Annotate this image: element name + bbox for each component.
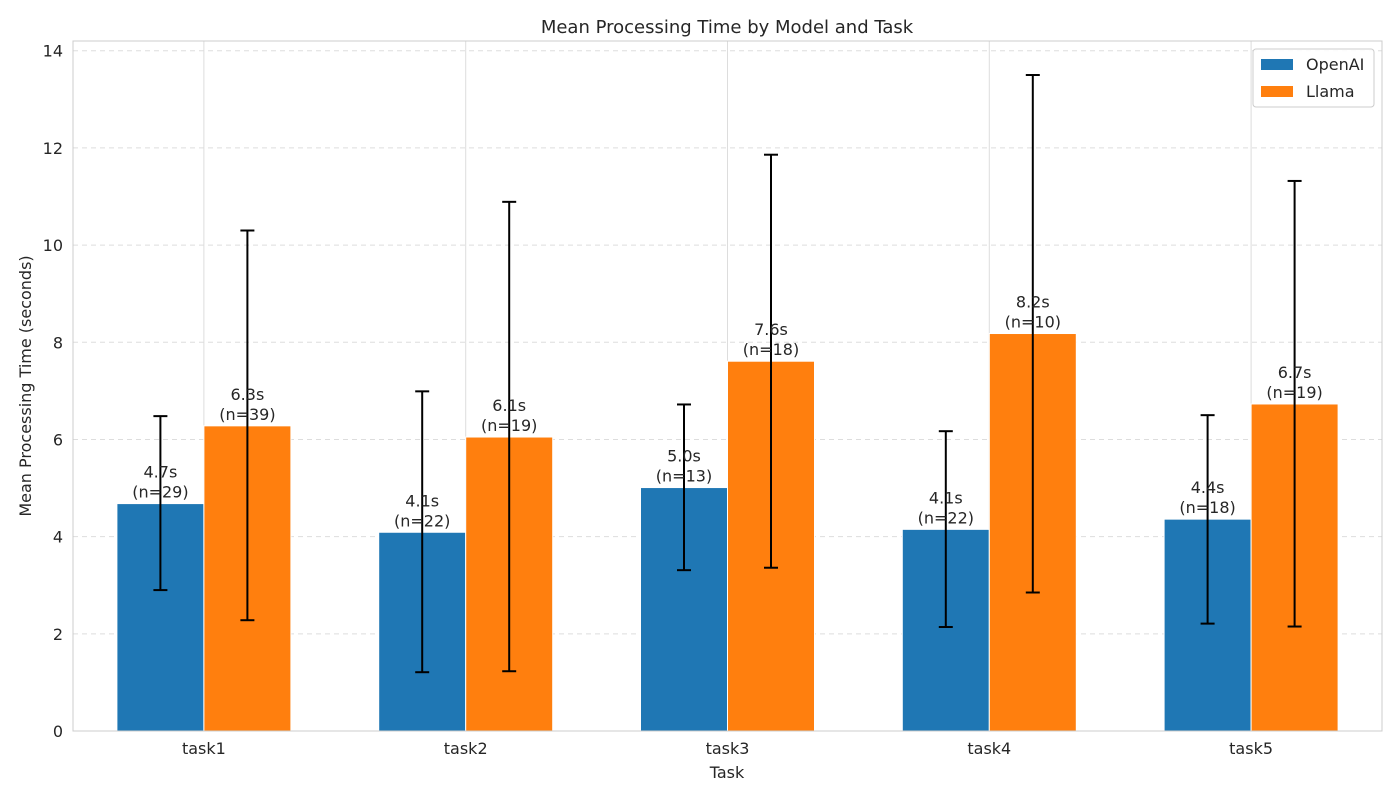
error-bar-openai-task4 bbox=[938, 430, 953, 629]
bar-label-openai-task2: 4.1s (n=22) bbox=[394, 491, 450, 530]
bar-labels: 4.7s (n=29) 4.1s (n=22) 5.0s (n=13) 4.1s (n=22)… bbox=[132, 293, 1323, 531]
error-bar-openai-task5 bbox=[1200, 414, 1215, 625]
y-tick-label: 14 bbox=[43, 42, 63, 61]
bar-label-llama-task1: 6.3s (n=39) bbox=[219, 385, 275, 424]
y-tick-label: 4 bbox=[53, 528, 63, 547]
y-tick-label: 2 bbox=[53, 625, 63, 644]
x-tick-label: task4 bbox=[967, 739, 1011, 758]
x-tick-label: task5 bbox=[1229, 739, 1273, 758]
plot-frame bbox=[72, 40, 1383, 732]
error-bar-openai-task3 bbox=[677, 403, 691, 572]
y-tick-labels: 0 2 4 6 8 10 12 14 bbox=[43, 42, 63, 741]
legend-swatch-llama bbox=[1261, 86, 1293, 97]
bar-label-openai-task1: 4.7s (n=29) bbox=[132, 463, 188, 502]
legend-swatch-openai bbox=[1261, 59, 1293, 70]
bar-label-llama-task2: 6.1s (n=19) bbox=[481, 396, 537, 435]
legend-label-llama: Llama bbox=[1306, 82, 1355, 101]
y-tick-label: 6 bbox=[53, 430, 63, 449]
error-bar-openai-task2 bbox=[415, 390, 430, 674]
error-bar-llama-task3 bbox=[764, 153, 778, 569]
bar-label-llama-task4: 8.2s (n=10) bbox=[1005, 293, 1061, 332]
x-axis-label: Task bbox=[709, 763, 745, 782]
bar-label-openai-task3: 5.0s (n=13) bbox=[656, 447, 712, 486]
x-tick-label: task1 bbox=[182, 739, 226, 758]
bar-label-llama-task5: 6.7s (n=19) bbox=[1266, 363, 1322, 402]
error-bar-llama-task1 bbox=[240, 229, 255, 622]
error-bar-llama-task4 bbox=[1025, 74, 1040, 594]
y-tick-label: 12 bbox=[43, 139, 63, 158]
chart-title: Mean Processing Time by Model and Task bbox=[541, 17, 914, 38]
y-tick-label: 10 bbox=[43, 236, 63, 255]
x-tick-label: task3 bbox=[706, 739, 750, 758]
x-tick-label: task2 bbox=[444, 739, 488, 758]
y-tick-label: 8 bbox=[53, 333, 63, 352]
error-bar-openai-task1 bbox=[153, 415, 168, 592]
legend-label-openai: OpenAI bbox=[1306, 55, 1364, 74]
y-axis-label: Mean Processing Time (seconds) bbox=[16, 255, 35, 516]
legend: OpenAI Llama bbox=[1252, 48, 1375, 108]
error-bar-llama-task2 bbox=[502, 200, 517, 673]
error-bars bbox=[153, 74, 1302, 674]
error-bar-llama-task5 bbox=[1287, 179, 1302, 628]
bar-label-llama-task3: 7.6s (n=18) bbox=[743, 320, 799, 359]
x-tick-labels: task1 task2 task3 task4 task5 bbox=[182, 739, 1273, 758]
bar-label-openai-task4: 4.1s (n=22) bbox=[918, 488, 974, 527]
y-tick-label: 0 bbox=[53, 722, 63, 741]
bar-label-openai-task5: 4.4s (n=18) bbox=[1179, 478, 1235, 517]
